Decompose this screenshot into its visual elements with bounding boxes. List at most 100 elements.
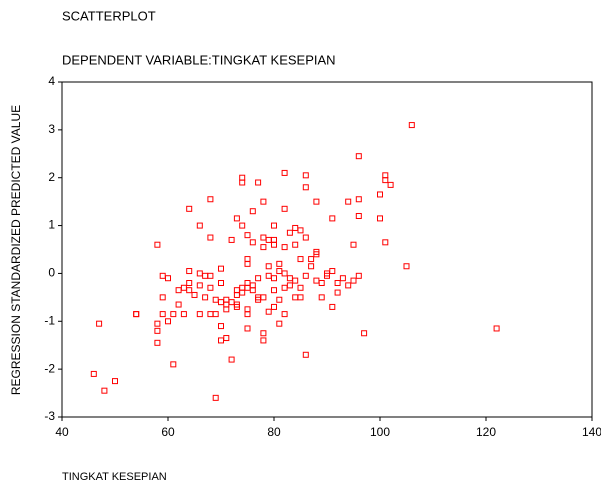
point bbox=[276, 320, 283, 327]
point bbox=[186, 287, 193, 294]
point bbox=[239, 222, 246, 229]
point bbox=[223, 335, 230, 342]
y-tick-label: 2 bbox=[48, 170, 55, 184]
y-tick-label: -1 bbox=[44, 313, 55, 327]
point bbox=[223, 301, 230, 308]
point bbox=[186, 280, 193, 286]
point bbox=[302, 172, 309, 179]
point bbox=[239, 284, 246, 291]
point bbox=[212, 311, 219, 318]
x-tick-label: 40 bbox=[55, 425, 69, 439]
y-tick-label: 0 bbox=[48, 266, 55, 280]
point bbox=[223, 296, 230, 303]
point bbox=[265, 308, 272, 315]
point bbox=[387, 181, 394, 188]
point bbox=[302, 272, 309, 279]
point bbox=[175, 287, 182, 294]
point bbox=[297, 227, 304, 234]
y-tick-label: 4 bbox=[48, 74, 55, 88]
point bbox=[90, 370, 97, 377]
point bbox=[154, 320, 161, 327]
point bbox=[239, 289, 246, 296]
point bbox=[196, 282, 203, 289]
point bbox=[350, 241, 357, 248]
point bbox=[271, 241, 277, 248]
point bbox=[286, 282, 293, 289]
point bbox=[313, 198, 320, 205]
y-axis-label: REGRESSION STANDARDIZED PREDICTED VALUE bbox=[9, 105, 23, 395]
point bbox=[345, 282, 352, 289]
point bbox=[281, 244, 288, 251]
point bbox=[260, 294, 267, 301]
point bbox=[249, 208, 256, 215]
point bbox=[281, 284, 288, 291]
point bbox=[207, 234, 214, 241]
point bbox=[218, 265, 224, 272]
point bbox=[175, 301, 182, 308]
plot-frame bbox=[61, 81, 593, 418]
point bbox=[218, 323, 224, 330]
point bbox=[239, 179, 246, 186]
point bbox=[244, 284, 251, 291]
point bbox=[361, 330, 368, 337]
point bbox=[377, 191, 383, 198]
point bbox=[339, 275, 346, 282]
point bbox=[493, 325, 500, 332]
point bbox=[355, 213, 362, 219]
point bbox=[249, 287, 256, 294]
point bbox=[302, 351, 309, 358]
point bbox=[292, 277, 299, 284]
point bbox=[281, 270, 288, 277]
point bbox=[334, 280, 341, 286]
point bbox=[292, 241, 299, 248]
point bbox=[133, 311, 140, 318]
point bbox=[345, 198, 352, 205]
point bbox=[233, 291, 240, 298]
point bbox=[265, 263, 272, 270]
point bbox=[207, 272, 214, 279]
point bbox=[228, 236, 235, 243]
point bbox=[382, 177, 389, 184]
point bbox=[133, 311, 140, 318]
point bbox=[191, 291, 198, 298]
point bbox=[276, 296, 283, 303]
point bbox=[218, 280, 224, 286]
point bbox=[313, 277, 320, 284]
point bbox=[329, 303, 336, 310]
point bbox=[276, 260, 283, 267]
chart-subtitle: DEPENDENT VARIABLE:TINGKAT KESEPIAN bbox=[62, 52, 336, 67]
point bbox=[244, 256, 251, 263]
point bbox=[318, 280, 325, 286]
point bbox=[355, 272, 362, 279]
point bbox=[165, 318, 171, 325]
point bbox=[286, 275, 293, 282]
chart-title: SCATTERPLOT bbox=[62, 8, 156, 23]
point bbox=[223, 306, 230, 313]
point bbox=[271, 236, 277, 243]
point bbox=[249, 239, 256, 246]
point bbox=[228, 299, 235, 306]
point bbox=[244, 311, 251, 318]
point bbox=[292, 224, 299, 231]
point bbox=[286, 229, 293, 236]
point bbox=[408, 122, 415, 129]
x-tick-label: 80 bbox=[267, 425, 281, 439]
point bbox=[271, 303, 277, 310]
point bbox=[297, 294, 304, 301]
point bbox=[271, 222, 277, 229]
point bbox=[196, 311, 203, 318]
point bbox=[260, 244, 267, 251]
point bbox=[324, 272, 330, 279]
point bbox=[271, 275, 277, 282]
point bbox=[382, 239, 389, 246]
point bbox=[329, 268, 336, 275]
point bbox=[165, 275, 171, 282]
point bbox=[355, 196, 362, 203]
point bbox=[308, 256, 315, 263]
point bbox=[202, 294, 209, 301]
point bbox=[355, 153, 362, 160]
point bbox=[281, 205, 288, 212]
point bbox=[239, 174, 246, 181]
point bbox=[228, 356, 235, 363]
